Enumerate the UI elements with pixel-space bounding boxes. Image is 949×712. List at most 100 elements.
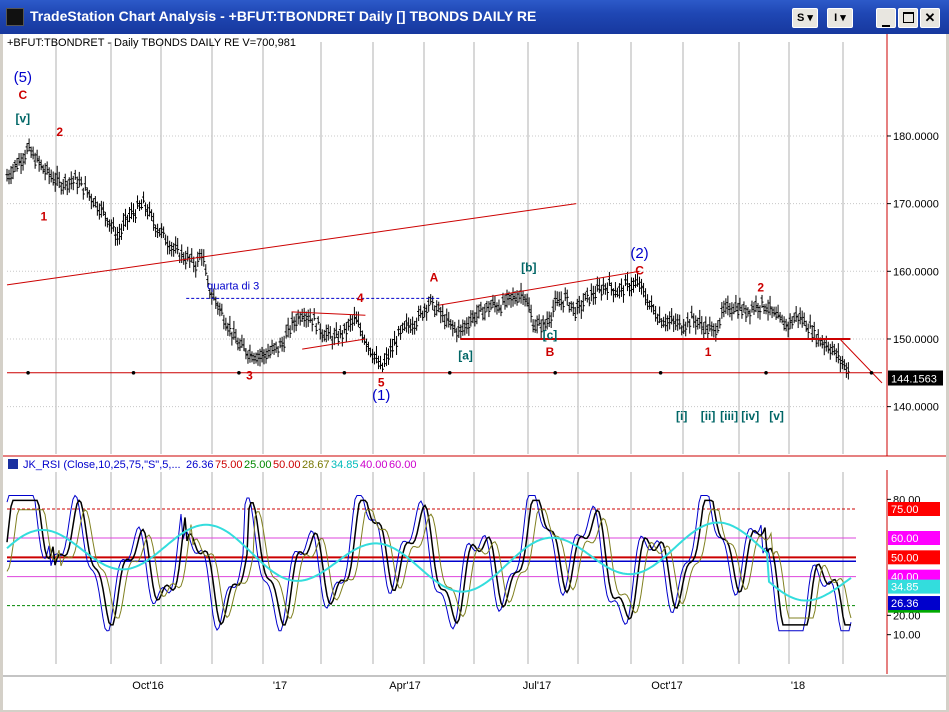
breakdown-line	[839, 338, 883, 384]
upper-trendline	[6, 203, 577, 286]
rsi-header-value: 60.00	[389, 459, 417, 471]
rsi-tick-label: 20.00	[893, 610, 921, 622]
chevron-down-icon: ▾	[837, 12, 846, 24]
wave-label: [iii]	[720, 409, 738, 423]
triangle-bottom	[302, 338, 366, 350]
level-value-box	[888, 502, 940, 516]
close-icon: ✕	[924, 10, 936, 25]
rsi-header-value: 75.00	[215, 459, 243, 471]
price-tick-label: 180.0000	[893, 131, 939, 143]
date-label: '17	[273, 680, 287, 692]
indicator-icon	[8, 459, 18, 469]
last-price-label: 144.1563	[891, 374, 937, 386]
rsi-header-value: 28.67	[302, 459, 330, 471]
app-icon	[6, 8, 24, 26]
rsi-header-value: 34.85	[331, 459, 359, 471]
axes: 140.0000 150.0000 160.0000 170.0000 180.0000…	[3, 34, 946, 692]
title-bar[interactable]: TradeStation Chart Analysis - +BFUT:TBON…	[0, 0, 949, 34]
series-value-label: 34.85	[891, 582, 919, 594]
chart-canvas[interactable]: 140.0000 150.0000 160.0000 170.0000 180.0000…	[3, 34, 946, 710]
date-label: Oct'16	[132, 680, 163, 692]
wave-label: [v]	[15, 111, 30, 125]
last-price-box	[888, 370, 943, 386]
triangle-top	[291, 311, 366, 316]
signal-line	[6, 499, 851, 626]
maximize-button[interactable]	[898, 8, 918, 28]
close-button[interactable]: ✕	[920, 8, 940, 28]
rsi-header-value: 25.00	[244, 459, 272, 471]
chart-area[interactable]: 140.0000 150.0000 160.0000 170.0000 180.0000…	[3, 34, 946, 710]
grid	[7, 42, 886, 664]
support-marker	[131, 371, 136, 375]
level-value-box	[888, 550, 940, 565]
i-dropdown-button[interactable]: I ▾	[827, 8, 853, 28]
wave-label: 1	[705, 345, 712, 359]
price-header: +BFUT:TBONDRET - Daily TBONDS DAILY RE V…	[7, 37, 296, 49]
date-label: Oct'17	[651, 680, 682, 692]
level-value-label: 60.00	[891, 533, 919, 545]
level-value-box	[888, 531, 940, 545]
price-tick-label: 160.0000	[893, 266, 939, 278]
wave-label: 2	[757, 281, 764, 295]
wave-label: B	[546, 345, 555, 359]
maximize-icon	[902, 12, 914, 23]
wave-label: [a]	[458, 348, 473, 362]
wave-label: [v]	[769, 409, 784, 423]
date-label: Jul'17	[523, 680, 551, 692]
support-marker	[658, 371, 663, 375]
series-value-box	[888, 579, 940, 594]
wave-label: 1	[41, 210, 48, 224]
support-marker	[342, 371, 347, 375]
price-tick-label: 140.0000	[893, 402, 939, 414]
rsi-header-title: JK_RSI (Close,10,25,75,"S",5,...	[23, 459, 181, 471]
rsi-tick-label: 10.00	[893, 630, 921, 642]
support-marker	[237, 371, 241, 375]
rsi-header-value: 26.36	[186, 459, 214, 471]
wave-label: [c]	[543, 328, 558, 342]
support-marker	[764, 371, 768, 375]
olive-line	[6, 509, 852, 619]
series-value-label: 26.36	[891, 598, 919, 610]
date-label: '18	[791, 680, 805, 692]
date-label: Apr'17	[389, 680, 420, 692]
support-marker	[26, 371, 30, 375]
s-dropdown-button[interactable]: S ▾	[792, 8, 818, 28]
annotations: (5) C [v] 2 1 3 4 5(1) A [a] [b] [c] B (2) C 1 2 [i] [ii] […	[7, 37, 784, 471]
level-value-label: 75.00	[891, 504, 919, 516]
smooth-line	[6, 521, 852, 602]
support-marker	[447, 371, 452, 375]
rsi-header-value: 50.00	[273, 459, 301, 471]
s-button-label: S	[797, 12, 805, 24]
minimize-icon	[882, 25, 890, 27]
wave-label: 4	[357, 291, 364, 305]
window-title: TradeStation Chart Analysis - +BFUT:TBON…	[30, 8, 537, 24]
price-bars	[5, 138, 850, 380]
wave-label: (2)	[630, 245, 648, 262]
support-marker	[869, 371, 874, 375]
chevron-down-icon: ▾	[804, 12, 813, 24]
wave-label: 2	[56, 125, 63, 139]
price-tick-label: 170.0000	[893, 199, 939, 211]
wave-label: (5)	[14, 69, 32, 86]
wave-label: A	[430, 270, 439, 284]
wave-label: 3	[246, 369, 253, 383]
level-value-label: 50.00	[891, 552, 919, 564]
i-button-label: I	[834, 12, 838, 24]
rsi-line	[6, 494, 852, 632]
channel-top	[439, 270, 640, 306]
series-value-box	[888, 596, 940, 611]
wave-label: (1)	[372, 387, 390, 404]
wave-label: 5	[378, 375, 385, 389]
price-tick-label: 150.0000	[893, 334, 939, 346]
trendlines	[6, 203, 883, 384]
rsi-panel	[6, 494, 856, 632]
wave-label: [i]	[676, 409, 687, 423]
wave-label: [iv]	[741, 409, 759, 423]
minimize-button[interactable]	[876, 8, 896, 28]
wave-label: [ii]	[701, 409, 716, 423]
quarta-label: quarta di 3	[207, 281, 259, 293]
wave-label: C	[18, 88, 27, 102]
wave-label: [b]	[521, 260, 536, 274]
support-marker	[553, 371, 557, 375]
